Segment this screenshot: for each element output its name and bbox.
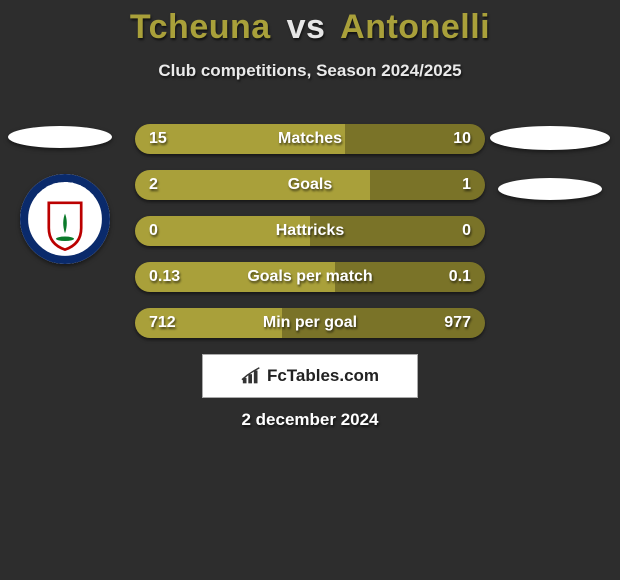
stat-row: 1510Matches: [135, 124, 485, 154]
club-badge-carpi: CARPI FC 1909: [20, 174, 110, 264]
stat-row: 00Hattricks: [135, 216, 485, 246]
brand-box[interactable]: FcTables.com: [202, 354, 418, 398]
vs-label: vs: [287, 8, 326, 46]
player2-name: Antonelli: [340, 8, 490, 46]
placeholder-ellipse: [490, 126, 610, 150]
stat-row: 0.130.1Goals per match: [135, 262, 485, 292]
placeholder-ellipse: [498, 178, 602, 200]
stat-bars: 1510Matches 21Goals 00Hattricks 0.130.1Goal…: [135, 124, 485, 354]
comparison-infographic: Tcheuna vs Antonelli Club competitions, …: [0, 0, 620, 580]
stat-row: 21Goals: [135, 170, 485, 200]
date-label: 2 december 2024: [0, 410, 620, 430]
placeholder-ellipse: [8, 126, 112, 148]
bar-chart-icon: [241, 366, 263, 386]
brand-label: FcTables.com: [267, 366, 379, 386]
player1-name: Tcheuna: [130, 8, 271, 46]
stat-metric-label: Matches: [135, 130, 485, 148]
stat-metric-label: Goals per match: [135, 268, 485, 286]
ground-icon: [56, 237, 74, 242]
stat-row: 712977Min per goal: [135, 308, 485, 338]
stat-metric-label: Hattricks: [135, 222, 485, 240]
subtitle: Club competitions, Season 2024/2025: [0, 61, 620, 81]
stat-metric-label: Goals: [135, 176, 485, 194]
page-title: Tcheuna vs Antonelli: [0, 0, 620, 47]
club-badge-svg: CARPI FC 1909: [20, 174, 110, 264]
stat-metric-label: Min per goal: [135, 314, 485, 332]
